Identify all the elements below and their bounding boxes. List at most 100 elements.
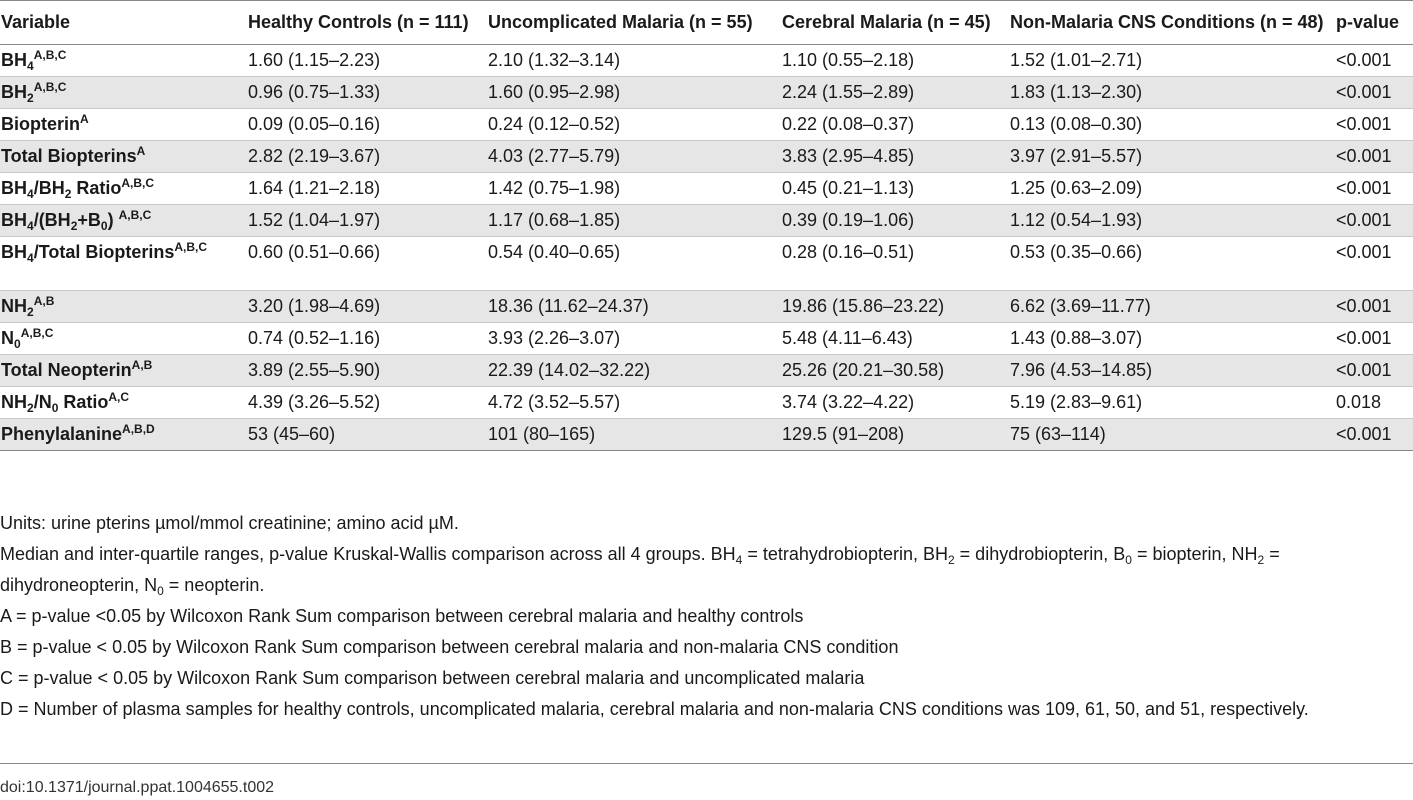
cell-healthy-controls: 3.20 (1.98–4.69) <box>246 290 486 323</box>
variable-cell: Total NeopterinA,B <box>0 354 246 387</box>
cell-cerebral-malaria: 129.5 (91–208) <box>780 418 1008 451</box>
table-row: Total BiopterinsA 2.82 (2.19–3.67) 4.03 (2… <box>0 140 1413 173</box>
cell-uncomplicated-malaria: 2.10 (1.32–3.14) <box>486 44 780 77</box>
footnote-c: C = p-value < 0.05 by Wilcoxon Rank Sum … <box>0 668 865 688</box>
cell-p-value: 0.018 <box>1334 386 1413 419</box>
header-uncomplicated-malaria: Uncomplicated Malaria (n = 55) <box>486 0 780 45</box>
cell-cerebral-malaria: 0.22 (0.08–0.37) <box>780 108 1008 141</box>
header-non-malaria-cns: Non-Malaria CNS Conditions (n = 48) <box>1008 0 1334 45</box>
cell-p-value: <0.001 <box>1334 290 1413 323</box>
cell-cerebral-malaria: 25.26 (20.21–30.58) <box>780 354 1008 387</box>
cell-healthy-controls: 1.64 (1.21–2.18) <box>246 172 486 205</box>
cell-cerebral-malaria: 0.39 (0.19–1.06) <box>780 204 1008 237</box>
cell-non-malaria-cns: 1.43 (0.88–3.07) <box>1008 322 1334 355</box>
cell-p-value: <0.001 <box>1334 204 1413 237</box>
cell-cerebral-malaria: 19.86 (15.86–23.22) <box>780 290 1008 323</box>
header-variable: Variable <box>0 0 246 45</box>
table-body: BH4A,B,C 1.60 (1.15–2.23) 2.10 (1.32–3.14)… <box>0 44 1413 451</box>
cell-non-malaria-cns: 1.83 (1.13–2.30) <box>1008 76 1334 109</box>
variable-cell: BH2A,B,C <box>0 76 246 109</box>
cell-non-malaria-cns: 1.25 (0.63–2.09) <box>1008 172 1334 205</box>
doi-link[interactable]: doi:10.1371/journal.ppat.1004655.t002 <box>0 779 275 796</box>
cell-non-malaria-cns: 1.52 (1.01–2.71) <box>1008 44 1334 77</box>
table-row: BiopterinA 0.09 (0.05–0.16) 0.24 (0.12–0.5… <box>0 108 1413 141</box>
cell-cerebral-malaria: 2.24 (1.55–2.89) <box>780 76 1008 109</box>
cell-healthy-controls: 3.89 (2.55–5.90) <box>246 354 486 387</box>
cell-cerebral-malaria: 0.28 (0.16–0.51) <box>780 236 1008 291</box>
variable-cell: BiopterinA <box>0 108 246 141</box>
cell-uncomplicated-malaria: 0.54 (0.40–0.65) <box>486 236 780 291</box>
cell-uncomplicated-malaria: 3.93 (2.26–3.07) <box>486 322 780 355</box>
cell-uncomplicated-malaria: 18.36 (11.62–24.37) <box>486 290 780 323</box>
data-table: Variable Healthy Controls (n = 111) Unco… <box>0 0 1413 451</box>
footer-divider <box>0 763 1413 764</box>
cell-uncomplicated-malaria: 101 (80–165) <box>486 418 780 451</box>
cell-non-malaria-cns: 75 (63–114) <box>1008 418 1334 451</box>
cell-healthy-controls: 53 (45–60) <box>246 418 486 451</box>
cell-healthy-controls: 4.39 (3.26–5.52) <box>246 386 486 419</box>
table-row: Total NeopterinA,B 3.89 (2.55–5.90) 22.39 … <box>0 354 1413 387</box>
variable-cell: Total BiopterinsA <box>0 140 246 173</box>
table-row: NH2A,B 3.20 (1.98–4.69) 18.36 (11.62–24.37… <box>0 290 1413 323</box>
cell-p-value: <0.001 <box>1334 354 1413 387</box>
table-row: BH4/(BH2+B0) A,B,C 1.52 (1.04–1.97) 1.17 (… <box>0 204 1413 237</box>
cell-uncomplicated-malaria: 1.17 (0.68–1.85) <box>486 204 780 237</box>
table-footnotes: Units: urine pterins µmol/mmol creatinin… <box>0 508 1400 725</box>
table-row: BH4/BH2 RatioA,B,C 1.64 (1.21–2.18) 1.42 (… <box>0 172 1413 205</box>
footnote-d: D = Number of plasma samples for healthy… <box>0 699 1309 719</box>
cell-p-value: <0.001 <box>1334 108 1413 141</box>
table-row: BH2A,B,C 0.96 (0.75–1.33) 1.60 (0.95–2.98)… <box>0 76 1413 109</box>
footnote-b: B = p-value < 0.05 by Wilcoxon Rank Sum … <box>0 637 899 657</box>
cell-healthy-controls: 1.60 (1.15–2.23) <box>246 44 486 77</box>
table-row: BH4/Total BiopterinsA,B,C 0.60 (0.51–0.66… <box>0 236 1413 291</box>
cell-healthy-controls: 0.74 (0.52–1.16) <box>246 322 486 355</box>
footnote-a: A = p-value <0.05 by Wilcoxon Rank Sum c… <box>0 606 804 626</box>
cell-uncomplicated-malaria: 4.03 (2.77–5.79) <box>486 140 780 173</box>
cell-cerebral-malaria: 3.74 (3.22–4.22) <box>780 386 1008 419</box>
variable-cell: BH4A,B,C <box>0 44 246 77</box>
cell-p-value: <0.001 <box>1334 44 1413 77</box>
header-healthy-controls: Healthy Controls (n = 111) <box>246 0 486 45</box>
cell-non-malaria-cns: 0.13 (0.08–0.30) <box>1008 108 1334 141</box>
cell-uncomplicated-malaria: 1.42 (0.75–1.98) <box>486 172 780 205</box>
cell-cerebral-malaria: 3.83 (2.95–4.85) <box>780 140 1008 173</box>
table-row: N0A,B,C 0.74 (0.52–1.16) 3.93 (2.26–3.07) 5… <box>0 322 1413 355</box>
variable-cell: NH2A,B <box>0 290 246 323</box>
cell-non-malaria-cns: 7.96 (4.53–14.85) <box>1008 354 1334 387</box>
variable-cell: PhenylalanineA,B,D <box>0 418 246 451</box>
cell-healthy-controls: 0.96 (0.75–1.33) <box>246 76 486 109</box>
cell-p-value: <0.001 <box>1334 172 1413 205</box>
cell-healthy-controls: 0.09 (0.05–0.16) <box>246 108 486 141</box>
cell-cerebral-malaria: 1.10 (0.55–2.18) <box>780 44 1008 77</box>
cell-non-malaria-cns: 1.12 (0.54–1.93) <box>1008 204 1334 237</box>
cell-uncomplicated-malaria: 1.60 (0.95–2.98) <box>486 76 780 109</box>
variable-cell: BH4/Total BiopterinsA,B,C <box>0 236 246 291</box>
footnote-units: Units: urine pterins µmol/mmol creatinin… <box>0 513 459 533</box>
header-p-value: p-value <box>1334 0 1413 45</box>
cell-p-value: <0.001 <box>1334 418 1413 451</box>
cell-non-malaria-cns: 6.62 (3.69–11.77) <box>1008 290 1334 323</box>
cell-healthy-controls: 2.82 (2.19–3.67) <box>246 140 486 173</box>
cell-non-malaria-cns: 0.53 (0.35–0.66) <box>1008 236 1334 291</box>
variable-cell: NH2/N0 RatioA,C <box>0 386 246 419</box>
cell-cerebral-malaria: 5.48 (4.11–6.43) <box>780 322 1008 355</box>
variable-cell: BH4/(BH2+B0) A,B,C <box>0 204 246 237</box>
cell-uncomplicated-malaria: 4.72 (3.52–5.57) <box>486 386 780 419</box>
variable-cell: BH4/BH2 RatioA,B,C <box>0 172 246 205</box>
cell-uncomplicated-malaria: 0.24 (0.12–0.52) <box>486 108 780 141</box>
table-row: PhenylalanineA,B,D 53 (45–60) 101 (80–165)… <box>0 418 1413 451</box>
table-row: NH2/N0 RatioA,C 4.39 (3.26–5.52) 4.72 (3.5… <box>0 386 1413 419</box>
cell-uncomplicated-malaria: 22.39 (14.02–32.22) <box>486 354 780 387</box>
cell-non-malaria-cns: 3.97 (2.91–5.57) <box>1008 140 1334 173</box>
footnote-median: Median and inter-quartile ranges, p-valu… <box>0 544 1280 598</box>
variable-cell: N0A,B,C <box>0 322 246 355</box>
cell-cerebral-malaria: 0.45 (0.21–1.13) <box>780 172 1008 205</box>
header-cerebral-malaria: Cerebral Malaria (n = 45) <box>780 0 1008 45</box>
table-row: BH4A,B,C 1.60 (1.15–2.23) 2.10 (1.32–3.14)… <box>0 44 1413 77</box>
cell-p-value: <0.001 <box>1334 236 1413 291</box>
header-row: Variable Healthy Controls (n = 111) Unco… <box>0 0 1413 45</box>
cell-healthy-controls: 1.52 (1.04–1.97) <box>246 204 486 237</box>
cell-non-malaria-cns: 5.19 (2.83–9.61) <box>1008 386 1334 419</box>
cell-p-value: <0.001 <box>1334 322 1413 355</box>
